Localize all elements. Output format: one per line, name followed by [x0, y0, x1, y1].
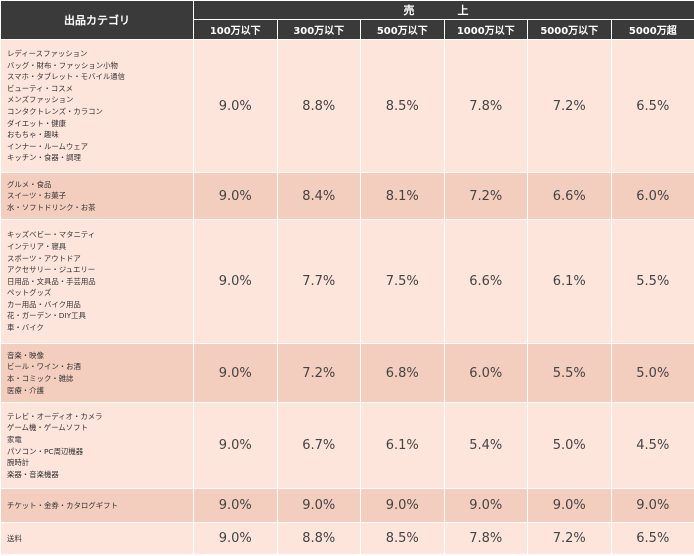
rate-cell: 9.0%	[193, 39, 278, 173]
tier-header: 100万以下	[193, 19, 278, 40]
category-item: 送料	[7, 533, 22, 543]
table-row: レディースファッション バッグ・財布・ファッション小物 スマホ・タブレット・モバ…	[0, 39, 694, 173]
rate-cell: 7.8%	[443, 522, 528, 555]
rate-cell: 4.5%	[610, 402, 694, 489]
category-item: 花・ガーデン・DIY工具	[7, 311, 86, 321]
rate-cell: 7.2%	[527, 522, 612, 555]
tier-header: 5000万超	[610, 19, 694, 40]
table-row: 音楽・映像 ビール・ワイン・お酒 本・コミック・雑誌 医療・介護 9.0% 7.…	[0, 343, 694, 403]
category-cell: チケット・金券・カタログギフト	[0, 488, 194, 523]
category-item: キッチン・食器・調理	[7, 153, 81, 163]
category-item: インナー・ルームウェア	[7, 141, 89, 151]
category-item: 家電	[7, 434, 22, 444]
rate-cell: 6.7%	[276, 402, 361, 489]
category-item: レディースファッション	[7, 49, 88, 59]
category-item: スポーツ・アウトドア	[7, 253, 81, 263]
tier-header: 1000万以下	[443, 19, 528, 40]
sales-group-header: 売 上	[192, 0, 694, 20]
category-item: 本・コミック・雑誌	[7, 374, 74, 383]
rate-cell: 9.0%	[193, 219, 278, 344]
table-row: グルメ・食品 スイーツ・お菓子 水・ソフトドリンク・お茶 9.0% 8.4% 8…	[0, 172, 694, 220]
category-item: テレビ・オーディオ・カメラ	[7, 411, 103, 421]
category-item: 腕時計	[7, 458, 30, 468]
rate-cell: 8.1%	[360, 172, 445, 220]
category-item: グルメ・食品	[7, 179, 52, 189]
tier-header: 300万以下	[276, 19, 361, 40]
rate-cell: 7.2%	[443, 172, 528, 220]
category-item: 日用品・文具品・手芸用品	[7, 276, 96, 286]
rate-cell: 6.0%	[610, 172, 694, 220]
tier-header: 500万以下	[360, 19, 445, 40]
category-cell: グルメ・食品 スイーツ・お菓子 水・ソフトドリンク・お茶	[0, 172, 194, 220]
category-item: ビール・ワイン・お酒	[7, 362, 81, 372]
rate-cell: 8.8%	[276, 39, 361, 173]
rate-cell: 8.8%	[276, 522, 361, 555]
category-item: スマホ・タブレット・モバイル通信	[7, 72, 126, 82]
category-item: パソコン・PC周辺機器	[7, 446, 84, 456]
table-row: 送料 9.0% 8.8% 8.5% 7.8% 7.2% 6.5%	[0, 522, 694, 555]
rate-cell: 7.5%	[360, 219, 445, 344]
category-item: ゲーム機・ゲームソフト	[7, 423, 88, 433]
rate-cell: 9.0%	[527, 488, 612, 523]
rate-cell: 8.5%	[360, 39, 445, 173]
category-cell: 送料	[0, 522, 194, 555]
rate-cell: 5.0%	[527, 402, 612, 489]
rate-cell: 9.0%	[443, 488, 528, 523]
rate-cell: 6.6%	[527, 172, 612, 220]
rate-cell: 6.5%	[610, 39, 694, 173]
tier-header: 5000万以下	[527, 19, 612, 40]
rate-cell: 9.0%	[193, 343, 278, 403]
rate-cell: 9.0%	[193, 522, 278, 555]
rate-cell: 7.7%	[276, 219, 361, 344]
rate-cell: 5.5%	[610, 219, 694, 344]
category-item: 音楽・映像	[7, 350, 44, 360]
rate-cell: 6.6%	[443, 219, 528, 344]
rate-cell: 6.1%	[527, 219, 612, 344]
rate-cell: 6.1%	[360, 402, 445, 489]
rate-cell: 6.5%	[610, 522, 694, 555]
category-item: アクセサリー・ジュエリー	[7, 265, 96, 275]
rate-cell: 9.0%	[360, 488, 445, 523]
rate-cell: 5.5%	[527, 343, 612, 403]
rate-cell: 9.0%	[610, 488, 694, 523]
category-cell: レディースファッション バッグ・財布・ファッション小物 スマホ・タブレット・モバ…	[0, 39, 194, 173]
rate-cell: 5.0%	[610, 343, 694, 403]
rate-cell: 8.4%	[276, 172, 361, 220]
rate-cell: 5.4%	[443, 402, 528, 489]
rate-cell: 6.8%	[360, 343, 445, 403]
rate-cell: 7.8%	[443, 39, 528, 173]
category-item: 水・ソフトドリンク・お茶	[7, 202, 96, 212]
category-item: メンズファッション	[7, 95, 74, 105]
rate-cell: 6.0%	[443, 343, 528, 403]
rate-cell: 7.2%	[527, 39, 612, 173]
category-item: 医療・介護	[7, 385, 44, 395]
category-column-header: 出品カテゴリ	[0, 0, 194, 40]
category-item: コンタクトレンズ・カラコン	[7, 107, 103, 116]
table-row: キッズベビー・マタニティ インテリア・寝具 スポーツ・アウトドア アクセサリー・…	[0, 219, 694, 344]
category-cell: キッズベビー・マタニティ インテリア・寝具 スポーツ・アウトドア アクセサリー・…	[0, 219, 194, 344]
category-cell: テレビ・オーディオ・カメラ ゲーム機・ゲームソフト 家電 パソコン・PC周辺機器…	[0, 402, 194, 489]
category-item: バッグ・財布・ファッション小物	[7, 60, 118, 70]
category-item: ペットグッズ	[7, 288, 52, 298]
category-cell: 音楽・映像 ビール・ワイン・お酒 本・コミック・雑誌 医療・介護	[0, 343, 194, 403]
table-row: テレビ・オーディオ・カメラ ゲーム機・ゲームソフト 家電 パソコン・PC周辺機器…	[0, 402, 694, 489]
category-item: スイーツ・お菓子	[7, 191, 66, 201]
rate-cell: 8.5%	[360, 522, 445, 555]
rate-cell: 7.2%	[276, 343, 361, 403]
rate-cell: 9.0%	[193, 172, 278, 220]
category-item: カー用品・バイク用品	[7, 299, 81, 309]
rate-cell: 9.0%	[193, 488, 278, 523]
category-item: インテリア・寝具	[7, 241, 67, 251]
category-item: キッズベビー・マタニティ	[7, 230, 96, 240]
category-item: 車・バイク	[7, 323, 44, 333]
category-item: チケット・金券・カタログギフト	[7, 500, 118, 510]
category-item: 楽器・音楽機器	[7, 469, 59, 479]
category-item: おもちゃ・趣味	[7, 130, 59, 140]
category-item: ダイエット・健康	[7, 118, 67, 128]
table-row: チケット・金券・カタログギフト 9.0% 9.0% 9.0% 9.0% 9.0%…	[0, 488, 694, 523]
category-item: ビューティ・コスメ	[7, 83, 74, 93]
rate-cell: 9.0%	[193, 402, 278, 489]
rate-cell: 9.0%	[276, 488, 361, 523]
